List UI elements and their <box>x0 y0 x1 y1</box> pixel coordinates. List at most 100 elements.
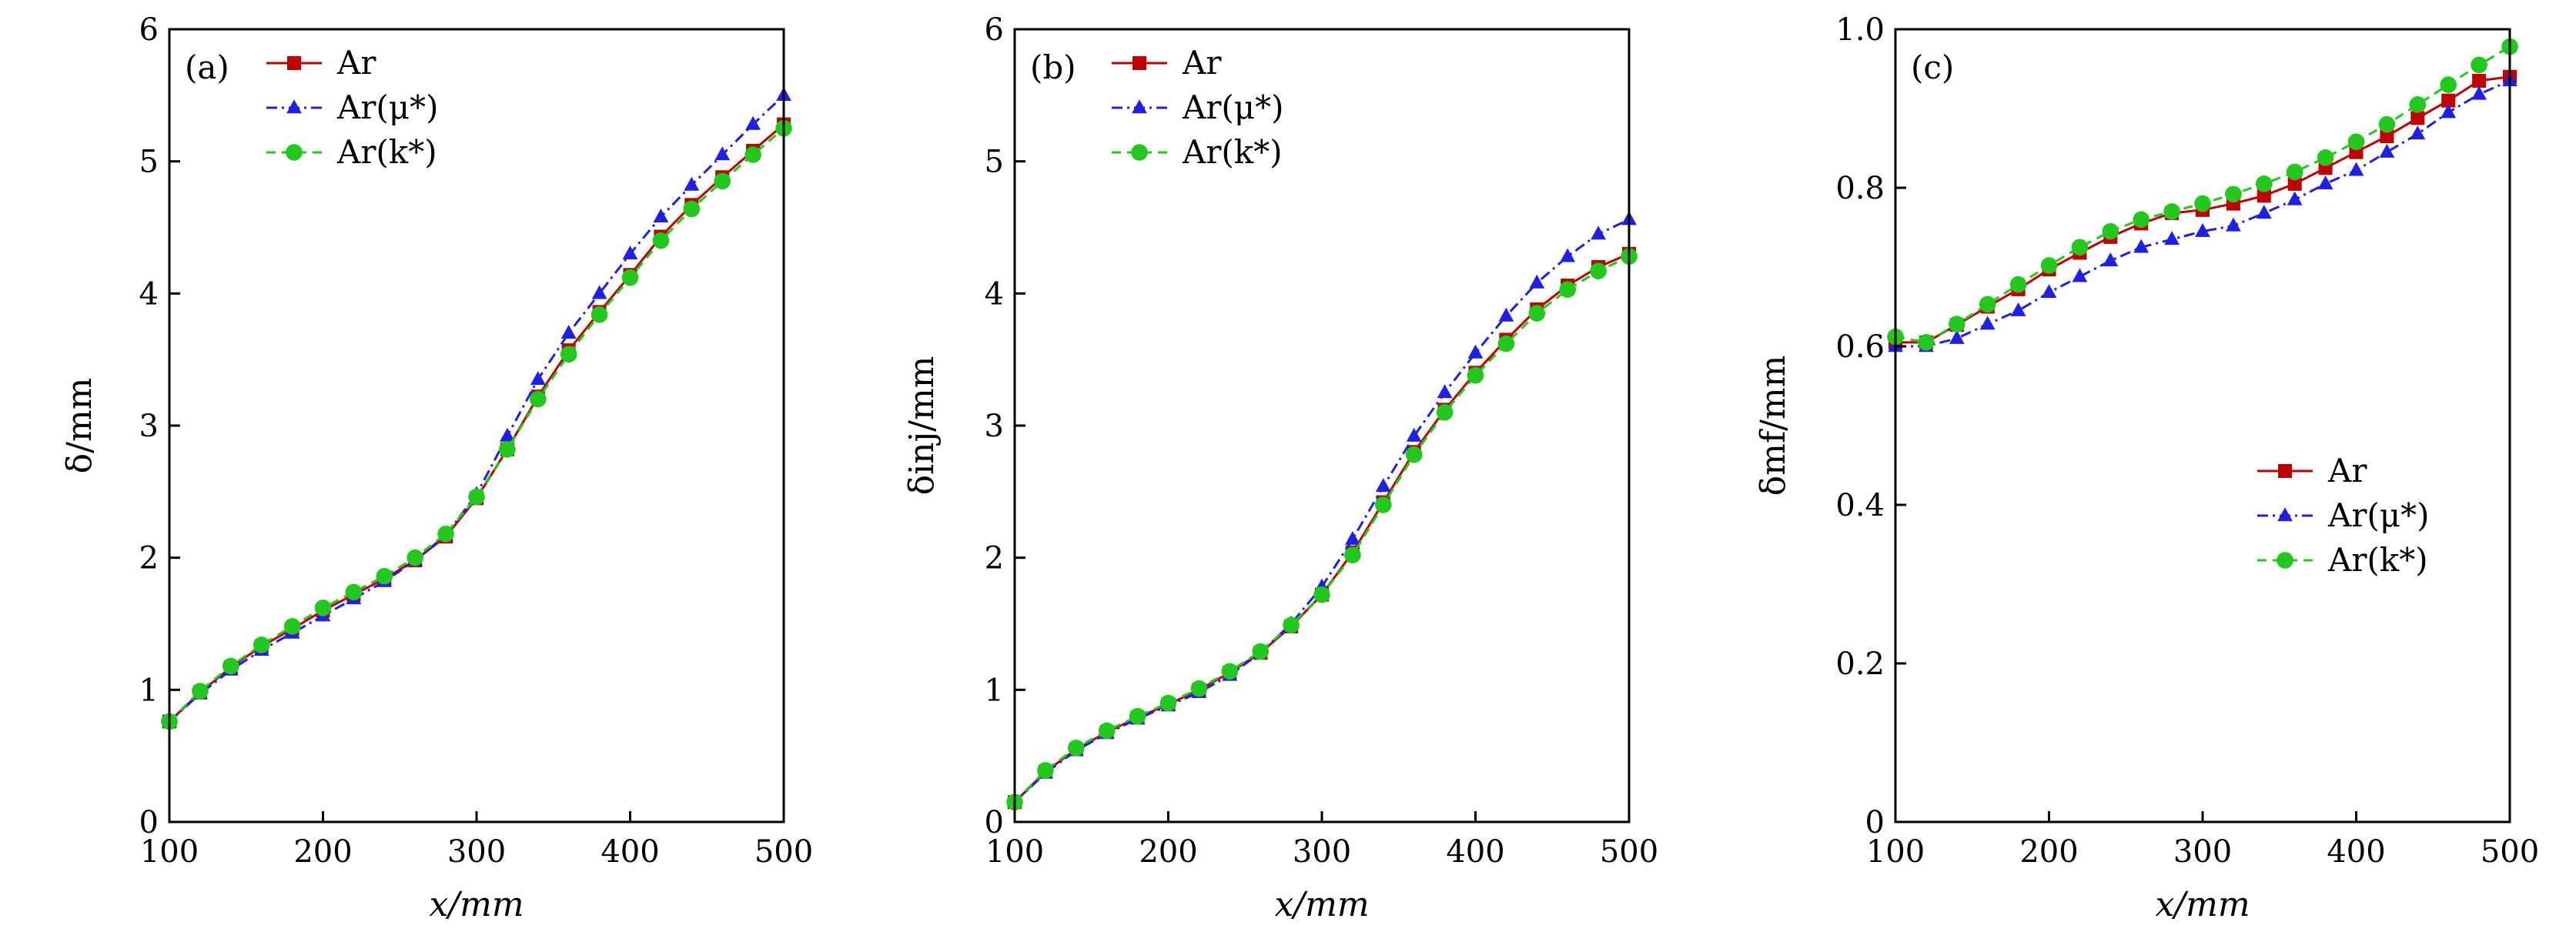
y-tick-label-c-3: 0.6 <box>1835 329 1885 365</box>
chart-panel-b: 100 200 300 400 500 0 1 2 3 4 5 6 (b) Ar Ar(μ*) Ar(k*… <box>902 12 1658 924</box>
legend-marker-b-0 <box>1132 56 1146 70</box>
legend-marker-a-0 <box>287 56 301 70</box>
data-point-c-2-16 <box>2378 115 2396 133</box>
data-point-b-1-19 <box>1591 225 1606 240</box>
y-tick-label-a-6: 6 <box>139 12 159 48</box>
data-point-c-1-19 <box>2471 85 2487 100</box>
data-point-c-1-13 <box>2287 191 2303 205</box>
x-tick-label-a-2: 300 <box>447 834 506 870</box>
data-point-a-1-17 <box>684 176 700 191</box>
data-point-a-2-14 <box>590 306 608 323</box>
panel-label-c: (c) <box>1911 48 1954 86</box>
data-point-c-1-9 <box>2164 231 2180 246</box>
data-point-b-2-7 <box>1221 663 1239 680</box>
data-point-c-1-2 <box>1949 329 1965 344</box>
x-axis-label-b: x/mm <box>1274 885 1369 924</box>
data-point-c-2-1 <box>1918 334 1935 351</box>
data-point-b-2-5 <box>1159 694 1177 712</box>
legend-label-a-2: Ar(k*) <box>336 133 437 171</box>
data-point-b-1-15 <box>1467 344 1484 359</box>
legend-label-b-1: Ar(μ*) <box>1182 89 1283 126</box>
legend-label-b-2: Ar(k*) <box>1182 133 1283 171</box>
data-point-b-2-1 <box>1037 762 1054 779</box>
data-point-a-2-3 <box>253 636 270 653</box>
data-point-c-2-4 <box>2009 276 2027 293</box>
data-point-a-1-16 <box>653 208 669 222</box>
y-tick-label-a-4: 4 <box>139 276 159 312</box>
legend-marker-a-2 <box>286 144 303 161</box>
data-point-c-2-2 <box>1949 316 1965 332</box>
y-tick-label-b-4: 4 <box>985 276 1004 312</box>
data-point-c-1-10 <box>2195 222 2210 237</box>
data-point-c-0-19 <box>2472 73 2487 88</box>
data-point-a-1-11 <box>500 427 515 442</box>
legend-marker-c-1 <box>2277 507 2293 522</box>
y-tick-label-c-0: 0 <box>1865 805 1885 840</box>
data-point-b-2-15 <box>1467 366 1484 384</box>
y-tick-label-c-5: 1.0 <box>1835 12 1885 48</box>
data-point-c-1-3 <box>1979 316 1996 330</box>
x-tick-label-b-0: 100 <box>985 834 1044 870</box>
y-axis-label-b: δinj/mm <box>902 356 942 496</box>
x-tick-label-c-1: 200 <box>2019 834 2078 870</box>
data-point-b-1-14 <box>1437 384 1453 399</box>
data-point-c-1-18 <box>2441 104 2457 119</box>
y-tick-label-b-6: 6 <box>985 12 1004 48</box>
data-point-a-1-19 <box>745 115 761 130</box>
legend-label-a-1: Ar(μ*) <box>336 89 438 126</box>
data-point-b-2-4 <box>1129 707 1146 725</box>
y-tick-label-b-0: 0 <box>985 805 1004 840</box>
data-point-c-2-17 <box>2409 96 2427 113</box>
data-point-a-2-9 <box>437 525 454 543</box>
panel-label-a: (a) <box>185 48 229 86</box>
legend-c: Ar Ar(μ*) Ar(k*) <box>2257 452 2429 579</box>
x-tick-label-a-0: 100 <box>140 834 199 870</box>
data-point-c-1-17 <box>2410 125 2426 140</box>
x-axis-label-c: x/mm <box>2155 885 2250 924</box>
data-point-b-2-13 <box>1405 446 1423 463</box>
y-tick-label-c-4: 0.8 <box>1835 171 1885 206</box>
x-axis-label-a: x/mm <box>429 885 524 924</box>
data-point-c-2-13 <box>2286 163 2303 181</box>
data-point-a-1-18 <box>714 146 731 161</box>
data-point-b-2-16 <box>1497 335 1515 352</box>
panel-label-b: (b) <box>1030 48 1076 86</box>
data-point-b-2-18 <box>1559 281 1576 298</box>
data-point-c-1-14 <box>2317 175 2333 190</box>
x-tick-label-b-1: 200 <box>1139 834 1197 870</box>
data-point-c-2-18 <box>2440 76 2457 93</box>
data-point-a-2-15 <box>621 269 639 286</box>
series-line-a-2 <box>168 127 785 723</box>
data-point-c-2-8 <box>2133 211 2149 229</box>
y-tick-label-c-2: 0.4 <box>1835 488 1885 523</box>
y-tick-label-c-1: 0.2 <box>1835 646 1885 682</box>
data-point-c-2-7 <box>2102 222 2119 240</box>
data-point-b-2-8 <box>1252 643 1269 660</box>
y-tick-label-b-5: 5 <box>985 145 1004 180</box>
data-point-c-2-19 <box>2471 56 2487 74</box>
data-point-c-1-5 <box>2041 284 2057 299</box>
data-point-c-0-13 <box>2287 176 2302 191</box>
data-point-c-1-16 <box>2379 143 2395 158</box>
data-point-c-0-16 <box>2380 129 2394 144</box>
data-point-c-0-12 <box>2257 189 2271 203</box>
data-point-a-2-13 <box>560 346 577 363</box>
x-tick-label-a-4: 500 <box>754 834 813 870</box>
y-tick-label-a-1: 1 <box>139 673 159 708</box>
data-point-c-2-15 <box>2347 133 2365 151</box>
legend-label-c-1: Ar(μ*) <box>2327 496 2429 534</box>
y-tick-label-b-1: 1 <box>985 673 1004 708</box>
data-point-a-2-5 <box>314 600 332 616</box>
data-point-b-2-2 <box>1068 740 1085 757</box>
data-point-c-1-8 <box>2133 239 2149 253</box>
x-tick-label-a-1: 200 <box>293 834 352 870</box>
legend-a: Ar Ar(μ*) Ar(k*) <box>266 44 438 171</box>
data-point-b-2-19 <box>1590 262 1607 279</box>
y-tick-label-a-3: 3 <box>139 409 159 444</box>
legend-label-c-0: Ar <box>2327 452 2367 489</box>
legend-label-a-0: Ar <box>336 44 376 82</box>
data-point-c-2-12 <box>2256 175 2273 192</box>
data-point-b-2-17 <box>1528 305 1546 322</box>
x-tick-label-b-2: 300 <box>1293 834 1351 870</box>
